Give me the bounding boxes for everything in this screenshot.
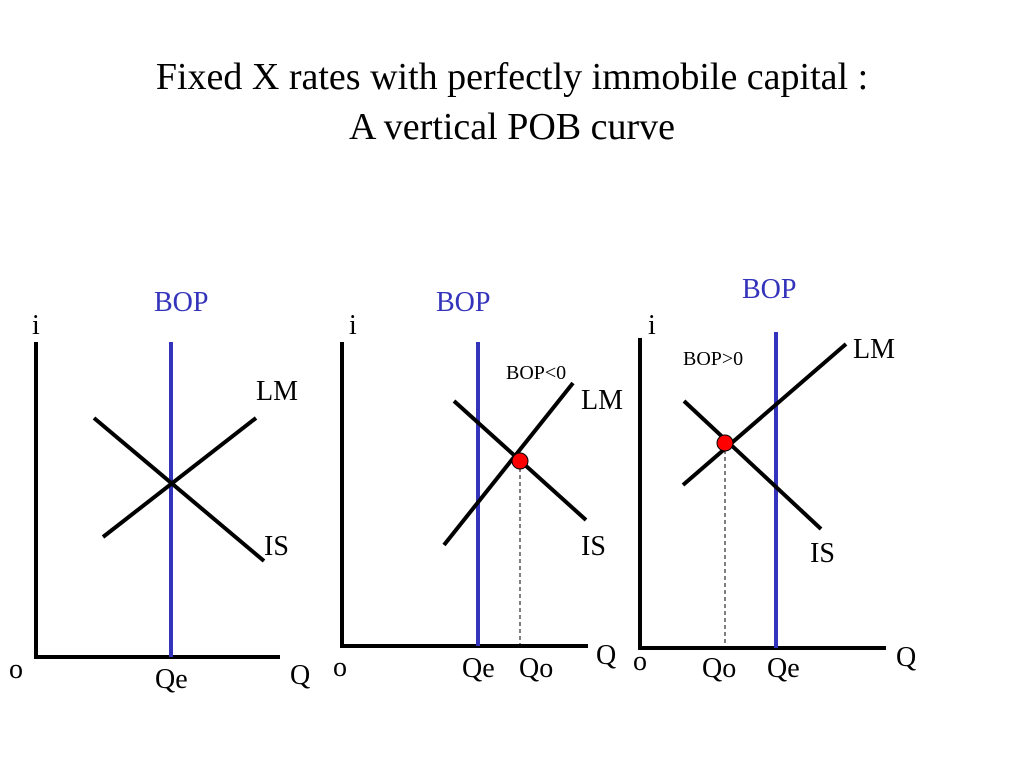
panel-2-qo-label: Qo [519, 653, 553, 684]
panel-2-origin-label: o [333, 652, 347, 683]
panel-3-y-axis-label: i [648, 310, 656, 341]
panel-1-bop-label: BOP [154, 287, 208, 318]
panel-3-lm-curve [681, 342, 848, 487]
panel-3-x-axis-label: Q [896, 642, 916, 673]
panel-1-x-axis-label: Q [290, 660, 310, 691]
panel-3-qe-label: Qe [767, 653, 800, 684]
panel-2-is-label: IS [581, 531, 606, 562]
panel-3-bop-label: BOP [742, 274, 796, 305]
panel-2-bop-state-label: BOP<0 [506, 362, 566, 384]
panel-2-y-axis-label: i [349, 310, 357, 341]
slide-title: Fixed X rates with perfectly immobile ca… [0, 52, 1024, 152]
panel-2-qe-label: Qe [462, 653, 495, 684]
panel-1-lm-curve [101, 416, 258, 539]
panel-3-equilibrium-dot [716, 434, 734, 452]
panel-3-bop-state-label: BOP>0 [683, 348, 743, 370]
panel-3-origin-label: o [633, 646, 647, 677]
panel-1-y-axis-label: i [32, 310, 40, 341]
panel-3-is-label: IS [810, 538, 835, 569]
panel-2: i o Q BOP BOP<0 LM IS Qe Qo [333, 287, 623, 684]
title-line-1: Fixed X rates with perfectly immobile ca… [155, 56, 869, 98]
panel-1-lm-label: LM [256, 376, 298, 407]
panel-3-lm-label: LM [853, 334, 895, 365]
panel-3: i o Q BOP BOP>0 LM IS Qo Qe [633, 274, 916, 684]
title-line-2: A vertical POB curve [348, 106, 676, 148]
panel-1-origin-label: o [9, 654, 23, 685]
panel-2-x-axis-label: Q [596, 640, 616, 671]
panel-1-is-curve [92, 416, 266, 563]
panel-1: i o Q BOP LM IS Qe [9, 287, 310, 695]
panel-3-is-curve [682, 399, 823, 531]
panel-2-equilibrium-dot [511, 452, 529, 470]
panel-2-bop-label: BOP [436, 287, 490, 318]
panel-1-qe-label: Qe [155, 664, 188, 695]
panel-2-lm-label: LM [581, 385, 623, 416]
panel-1-is-label: IS [264, 531, 289, 562]
panel-3-qo-label: Qo [702, 653, 736, 684]
panel-2-lm-curve [442, 381, 575, 547]
